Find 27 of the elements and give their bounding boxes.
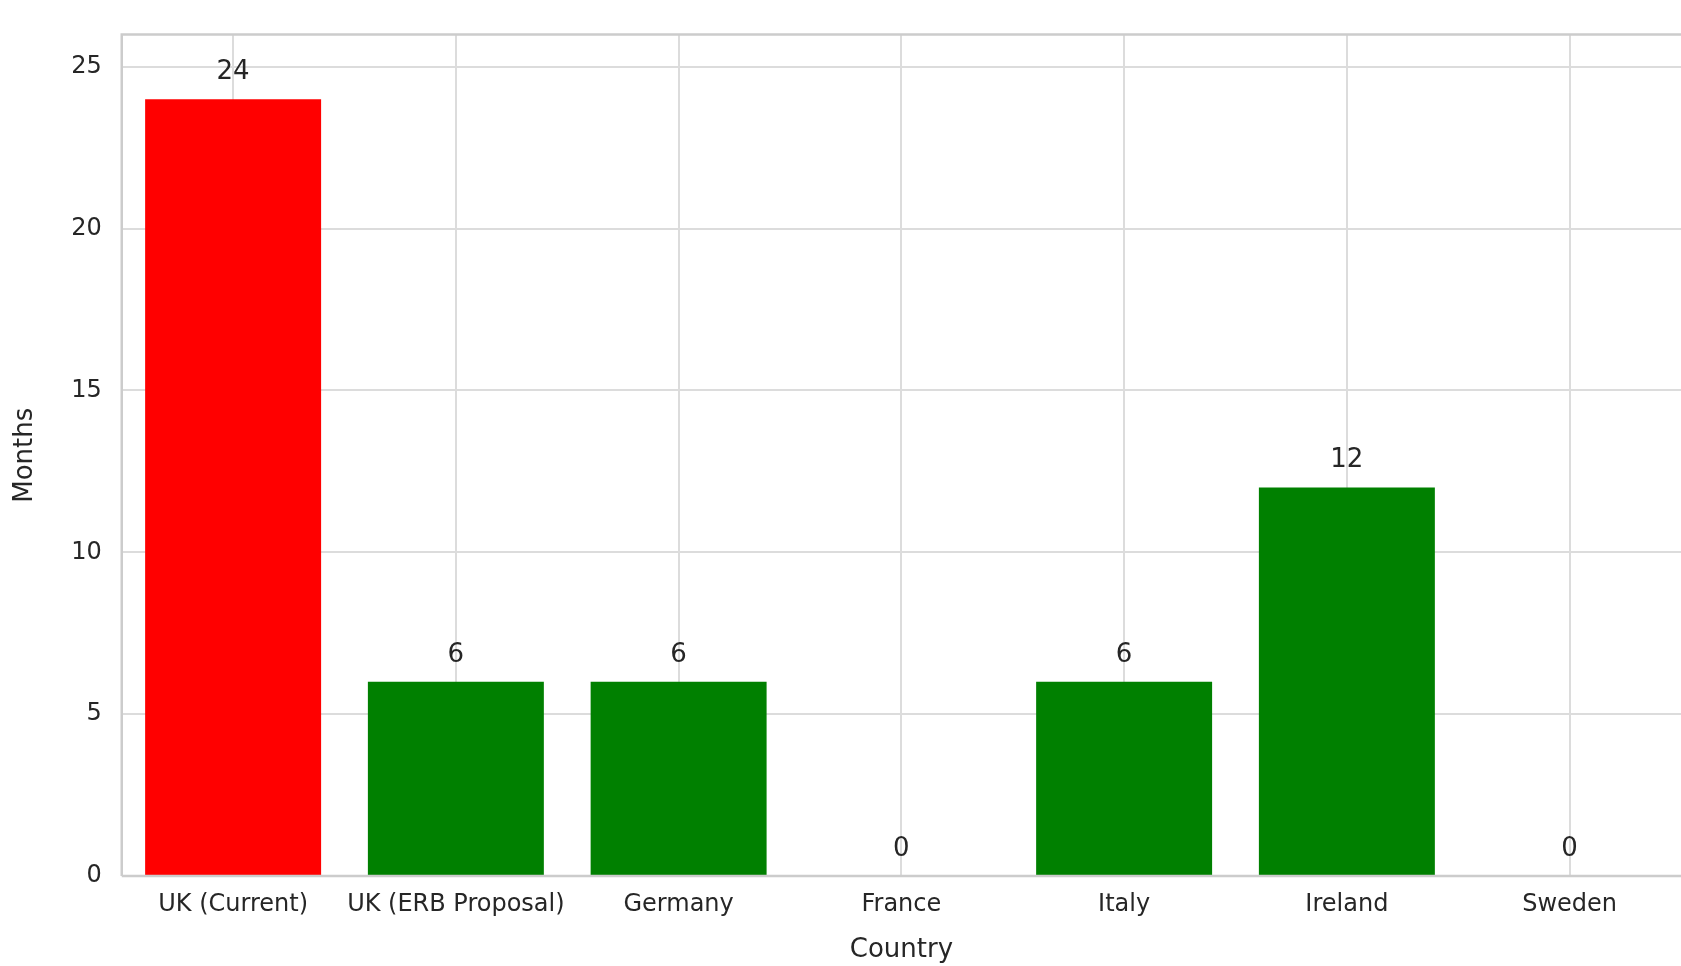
x-tick-label: UK (ERB Proposal) (347, 888, 565, 917)
bar (145, 99, 322, 875)
data-label: 12 (1330, 443, 1364, 474)
y-axis-title: Months (8, 407, 39, 503)
data-label: 6 (447, 637, 465, 668)
x-tick-label: Germany (623, 888, 734, 917)
x-tick-label: UK (Current) (158, 888, 309, 917)
y-tick-label: 5 (86, 698, 102, 727)
data-label: 0 (1561, 831, 1578, 862)
y-tick-label: 15 (71, 374, 102, 403)
y-tick-label: 20 (71, 212, 102, 241)
bar (1258, 487, 1435, 875)
y-tick-label: 10 (71, 536, 102, 565)
data-label: 24 (216, 54, 250, 85)
x-tick-label: Sweden (1522, 888, 1618, 917)
x-axis-title: Country (849, 933, 954, 964)
x-tick-label: Italy (1098, 888, 1151, 917)
y-tick-label: 0 (86, 860, 102, 889)
bar (1036, 681, 1213, 875)
data-label: 0 (893, 831, 910, 862)
y-tick-label: 25 (71, 51, 102, 79)
x-tick-label: Ireland (1305, 888, 1389, 917)
bar (590, 681, 767, 875)
data-label: 6 (670, 637, 687, 668)
data-label: 6 (1115, 637, 1133, 668)
bar (367, 681, 544, 875)
x-tick-label: France (861, 888, 942, 917)
